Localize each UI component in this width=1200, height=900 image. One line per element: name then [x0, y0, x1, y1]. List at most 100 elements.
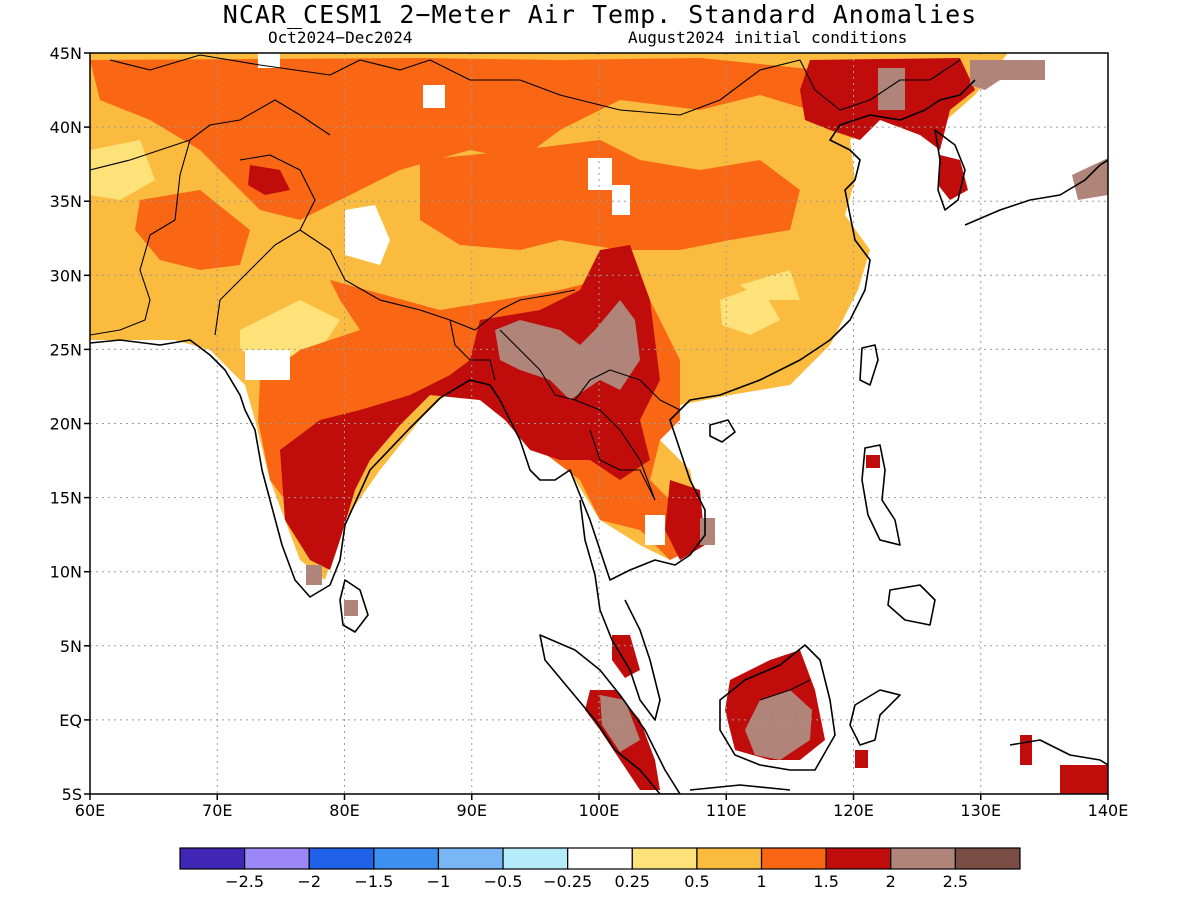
colorbar-swatch [696, 847, 763, 870]
colorbar-label: 1 [756, 872, 766, 891]
anomaly-region-1.5-2 [665, 480, 705, 560]
anomaly-region-1.5-2 [1020, 735, 1032, 765]
anomaly-region-1.5-2 [866, 455, 880, 468]
lat-tick-label: 10N [50, 563, 82, 582]
coastline-japan [964, 159, 1108, 226]
lon-tick-label: 60E [75, 801, 105, 820]
anomaly-region-1-1.5 [420, 140, 800, 250]
coastline-sumatra [539, 634, 681, 794]
anomaly-region-2-2.5 [970, 60, 1045, 90]
colorbar: −2.5 −2 −1.5 −1 −0.5 −0.25 0.25 0.5 1 1.5 2 2.5 [179, 847, 1021, 891]
coastline-luzon [861, 444, 901, 546]
colorbar-label: 0.5 [684, 872, 709, 891]
coastline-south-asia [90, 79, 976, 598]
colorbar-label: −2.5 [225, 872, 264, 891]
border [574, 369, 681, 411]
coastline-sulawesi [849, 689, 901, 746]
forecast-period: Oct2024−Dec2024 [268, 28, 413, 47]
longitude-axis: 60E 70E 80E 90E 100E 110E 120E 130E 140E [75, 794, 1129, 820]
coastline-mindanao [887, 584, 936, 626]
coastline-new-guinea [1009, 739, 1108, 766]
anomaly-region-1.5-2 [1060, 765, 1108, 794]
lon-tick-label: 140E [1088, 801, 1129, 820]
anomaly-region-2-2.5 [600, 695, 640, 752]
colorbar-label: −0.5 [484, 872, 523, 891]
anomaly-region-near-normal [612, 185, 630, 215]
colorbar-swatch [760, 847, 827, 870]
colorbar-swatch [825, 847, 892, 870]
anomaly-region-1.5-2 [280, 245, 660, 570]
border [759, 679, 811, 701]
lat-tick-label: 35N [50, 192, 82, 211]
anomaly-region-2-2.5 [495, 300, 640, 400]
latitude-axis: 45N 40N 35N 30N 25N 20N 15N 10N 5N EQ 5S [50, 44, 90, 804]
border [449, 319, 496, 381]
map-plot-area [90, 53, 1108, 794]
lat-tick-label: 45N [50, 44, 82, 63]
anomaly-region-2-2.5 [344, 600, 358, 616]
border [90, 99, 331, 171]
colorbar-swatch [437, 847, 504, 870]
coastline-korea [934, 129, 966, 211]
colorbar-label: 2.5 [943, 872, 968, 891]
anomaly-region-2-2.5 [1072, 158, 1108, 200]
lon-tick-label: 90E [457, 801, 487, 820]
lat-tick-label: 15N [50, 489, 82, 508]
colorbar-swatch [954, 847, 1021, 870]
lon-tick-label: 110E [706, 801, 747, 820]
border [90, 139, 191, 336]
border [589, 429, 656, 501]
colorbar-label: 2 [886, 872, 896, 891]
colorbar-label: −0.25 [543, 872, 592, 891]
coastline-taiwan [859, 344, 879, 386]
lat-tick-label: 20N [50, 415, 82, 434]
anomaly-region-2-2.5 [306, 565, 322, 585]
anomaly-region-near-normal [345, 205, 390, 265]
lat-tick-label: 40N [50, 118, 82, 137]
anomaly-region-1.5-2 [248, 165, 290, 195]
coastline-sri-lanka [339, 579, 369, 633]
lon-tick-label: 100E [579, 801, 620, 820]
chart-title: NCAR_CESM1 2−Meter Air Temp. Standard An… [222, 0, 978, 29]
initial-conditions: August2024 initial conditions [628, 28, 908, 47]
lon-tick-label: 80E [329, 801, 359, 820]
anomaly-region-near-normal [645, 515, 665, 545]
colorbar-label: −1.5 [354, 872, 393, 891]
lat-tick-label: EQ [59, 711, 82, 730]
lat-tick-label: 5N [60, 637, 82, 656]
lat-tick-label: 5S [62, 785, 82, 804]
lon-tick-label: 120E [833, 801, 874, 820]
anomaly-region-near-normal [258, 53, 280, 68]
lon-tick-label: 70E [202, 801, 232, 820]
colorbar-label: −2 [297, 872, 321, 891]
border [799, 59, 961, 111]
colorbar-swatch [502, 847, 569, 870]
coastline-borneo [719, 644, 836, 771]
anomaly-region-near-normal [423, 85, 445, 108]
anomaly-region-0.25-0.5 [740, 270, 800, 300]
coastlines [90, 79, 1108, 794]
border [109, 54, 431, 76]
anomaly-region-near-normal [588, 158, 612, 190]
colorbar-label: 1.5 [813, 872, 838, 891]
anomaly-region-1.5-2 [855, 750, 868, 768]
lon-tick-label: 130E [960, 801, 1001, 820]
anomaly-region-near-normal [245, 350, 290, 380]
anomaly-region-2-2.5 [700, 518, 715, 545]
coastline-hainan [709, 419, 736, 443]
colorbar-swatch [373, 847, 440, 870]
gridlines [90, 53, 1108, 794]
coastline-java [689, 784, 791, 791]
colorbar-swatch [631, 847, 698, 870]
lat-tick-label: 25N [50, 340, 82, 359]
colorbar-swatch [567, 847, 633, 870]
colorbar-label: −1 [427, 872, 451, 891]
country-borders [90, 54, 961, 701]
anomaly-region-2-2.5 [878, 68, 905, 110]
lat-tick-label: 30N [50, 266, 82, 285]
colorbar-swatch [890, 847, 956, 870]
anomaly-region-2-2.5 [745, 690, 812, 760]
colorbar-swatch [179, 847, 246, 870]
coastline-malay-peninsula [579, 499, 661, 721]
